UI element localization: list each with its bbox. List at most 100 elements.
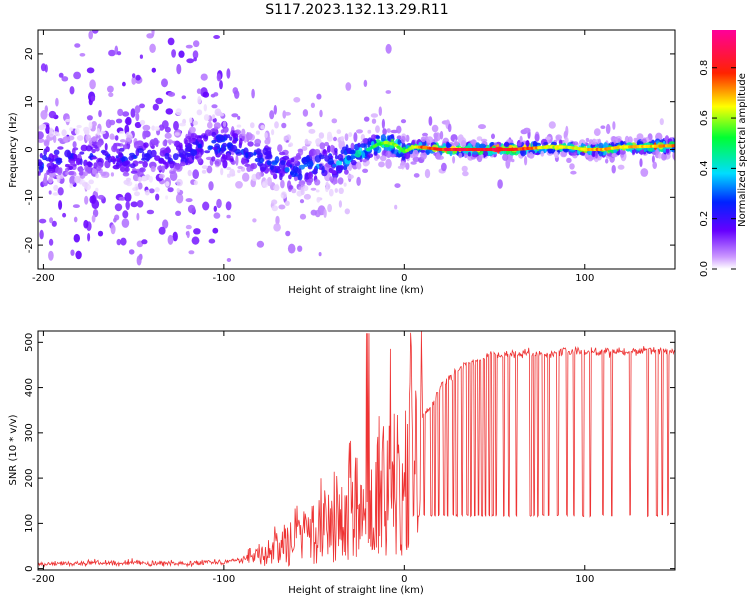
- noise-blob: [226, 68, 231, 79]
- ridge-blob: [315, 189, 320, 193]
- ridge-blob: [179, 161, 186, 167]
- noise-blob: [410, 161, 417, 165]
- ridge-blob: [250, 122, 255, 129]
- ridge-blob: [179, 154, 184, 158]
- ridge-blob: [234, 137, 239, 142]
- noise-blob: [151, 67, 156, 73]
- ridge-blob: [184, 152, 192, 158]
- noise-blob: [51, 220, 57, 227]
- ridge-blob: [453, 150, 457, 154]
- ridge-blob: [91, 148, 96, 154]
- ridge-blob: [204, 129, 212, 137]
- ridge-blob: [57, 146, 64, 150]
- noise-blob: [72, 204, 80, 209]
- ridge-blob: [280, 159, 286, 166]
- noise-blob: [523, 127, 531, 134]
- noise-blob: [40, 63, 47, 72]
- ridge-blob: [301, 157, 307, 164]
- ridge-blob: [472, 139, 476, 147]
- ridge-blob: [175, 108, 182, 116]
- ridge-blob: [48, 168, 55, 174]
- ridge-blob: [396, 135, 402, 140]
- ridge-blob: [282, 155, 290, 161]
- ridge-blob: [545, 136, 551, 140]
- ridge-blob: [65, 171, 69, 176]
- noise-blob: [219, 80, 223, 90]
- ridge-blob: [232, 133, 239, 140]
- ridge-blob: [611, 152, 618, 158]
- ridge-blob: [198, 135, 205, 139]
- noise-blob: [125, 200, 130, 211]
- noise-blob: [212, 117, 217, 123]
- ridge-blob: [254, 157, 261, 163]
- noise-blob: [433, 132, 439, 139]
- ridge-blob: [68, 165, 74, 170]
- ridge-blob: [222, 142, 228, 148]
- noise-blob: [185, 224, 192, 230]
- ridge-blob: [203, 104, 207, 112]
- noise-blob: [356, 129, 363, 134]
- ridge-blob: [584, 152, 589, 158]
- noise-blob: [167, 187, 174, 193]
- ridge-blob: [322, 148, 327, 154]
- noise-blob: [208, 181, 214, 191]
- ridge-blob: [587, 155, 594, 162]
- ridge-blob: [401, 156, 406, 161]
- ridge-blob: [411, 139, 416, 146]
- ridge-blob: [336, 160, 343, 167]
- noise-blob: [478, 124, 486, 130]
- noise-blob: [114, 203, 123, 212]
- ridge-blob: [153, 126, 160, 131]
- noise-blob: [161, 120, 169, 129]
- noise-blob: [131, 76, 137, 85]
- noise-blob: [175, 210, 182, 216]
- ridge-blob: [302, 185, 309, 192]
- noise-blob: [58, 200, 63, 210]
- ridge-blob: [191, 133, 195, 138]
- ridge-blob: [95, 173, 99, 179]
- noise-blob: [206, 165, 213, 174]
- ridge-blob: [204, 150, 211, 154]
- ridge-blob: [282, 192, 285, 196]
- ridge-blob: [259, 163, 267, 172]
- ridge-blob: [221, 154, 228, 160]
- noise-blob: [497, 179, 503, 189]
- colorbar: 0.0 0.2 0.4 0.6 0.8 Normalized spectral ampl…: [699, 30, 748, 277]
- ridge-blob: [346, 155, 352, 161]
- ridge-blob: [92, 167, 97, 175]
- ridge-blob: [385, 150, 392, 158]
- ridge-blob: [334, 147, 338, 153]
- ridge-blob: [585, 137, 590, 143]
- ridge-blob: [214, 159, 222, 167]
- ridge-blob: [347, 174, 354, 179]
- ridge-blob: [420, 149, 426, 153]
- ridge-blob: [107, 155, 113, 163]
- ridge-blob: [340, 135, 345, 142]
- noise-blob: [88, 30, 93, 40]
- noise-blob: [48, 250, 54, 261]
- ridge-blob: [264, 179, 268, 186]
- colorbar-ticks: 0.0 0.2 0.4 0.6 0.8: [699, 60, 736, 277]
- ridge-blob: [141, 175, 147, 182]
- noise-blob: [167, 37, 175, 46]
- ridge-blob: [114, 142, 121, 147]
- ridge-blob: [91, 156, 98, 160]
- noise-blob: [162, 219, 169, 229]
- ridge-blob: [165, 146, 170, 154]
- ridge-blob: [216, 138, 223, 143]
- noise-blob: [202, 91, 210, 98]
- ridge-blob: [519, 135, 523, 143]
- ridge-blob: [236, 124, 242, 128]
- x-tick-label: 100: [575, 273, 594, 284]
- ridge-blob: [124, 167, 130, 172]
- ridge-blob: [150, 165, 156, 173]
- ridge-blob: [76, 124, 82, 129]
- ridge-blob: [61, 129, 67, 137]
- noise-blob: [69, 175, 76, 186]
- ridge-blob: [335, 165, 342, 172]
- ridge-blob: [39, 152, 43, 159]
- ridge-blob: [128, 155, 134, 161]
- noise-blob: [303, 193, 311, 200]
- ridge-blob: [174, 132, 180, 136]
